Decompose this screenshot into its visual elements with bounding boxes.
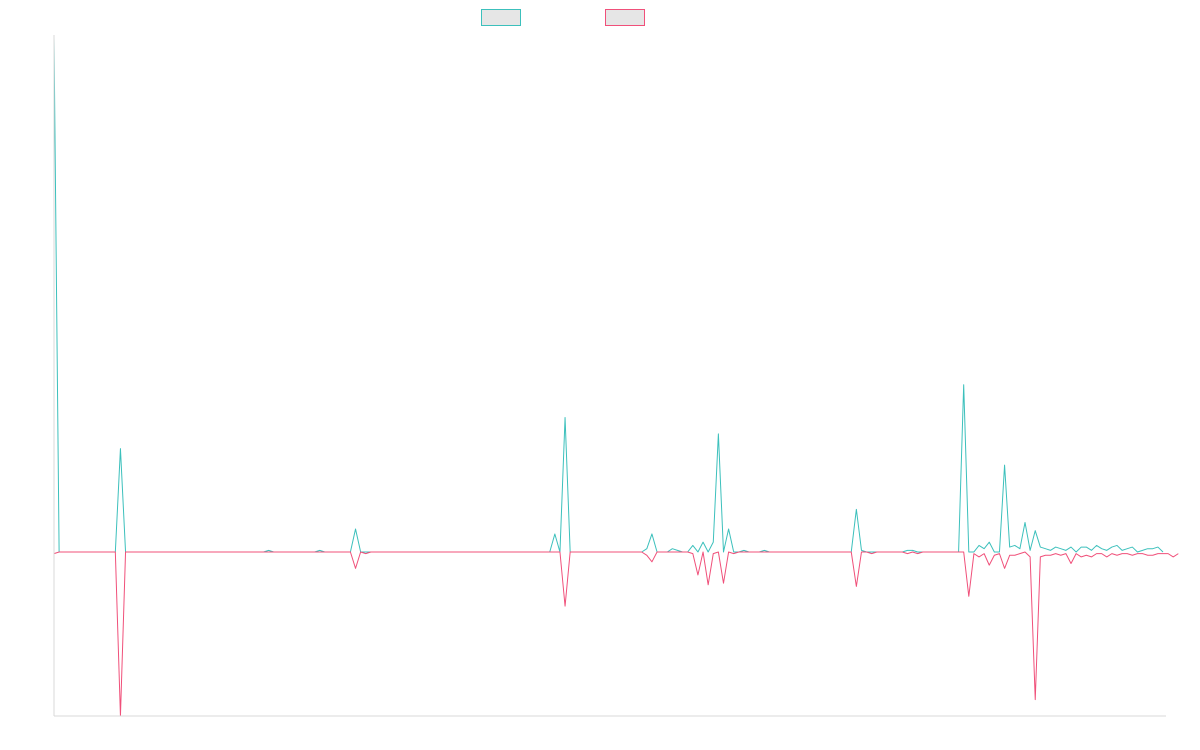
legend xyxy=(481,9,645,26)
plot-area xyxy=(53,36,1179,717)
series-2 xyxy=(53,551,1179,717)
legend-swatch-series-1[interactable] xyxy=(481,9,521,26)
series-2-line xyxy=(53,551,1179,717)
legend-swatch-series-2[interactable] xyxy=(605,9,645,26)
series-1-line xyxy=(53,36,1164,553)
series-1 xyxy=(53,36,1164,553)
